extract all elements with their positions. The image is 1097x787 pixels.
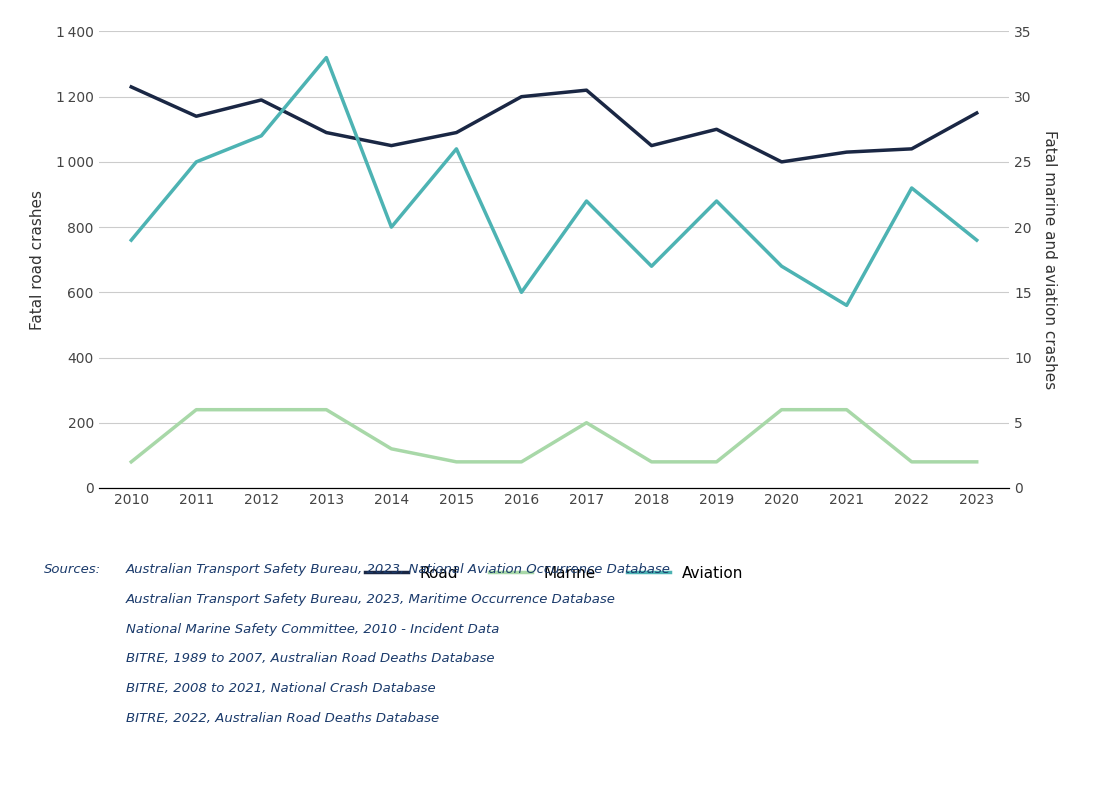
Text: BITRE, 2022, Australian Road Deaths Database: BITRE, 2022, Australian Road Deaths Data…: [126, 712, 439, 726]
Legend: Road, Marine, Aviation: Road, Marine, Aviation: [359, 560, 749, 586]
Text: National Marine Safety Committee, 2010 - Incident Data: National Marine Safety Committee, 2010 -…: [126, 623, 499, 636]
Text: Australian Transport Safety Bureau, 2023, Maritime Occurrence Database: Australian Transport Safety Bureau, 2023…: [126, 593, 617, 606]
Y-axis label: Fatal road crashes: Fatal road crashes: [30, 190, 45, 330]
Text: Sources:: Sources:: [44, 563, 101, 576]
Text: Australian Transport Safety Bureau, 2023, National Aviation Occurrence Database: Australian Transport Safety Bureau, 2023…: [126, 563, 671, 576]
Text: BITRE, 2008 to 2021, National Crash Database: BITRE, 2008 to 2021, National Crash Data…: [126, 682, 436, 696]
Text: BITRE, 1989 to 2007, Australian Road Deaths Database: BITRE, 1989 to 2007, Australian Road Dea…: [126, 652, 495, 666]
Y-axis label: Fatal marine and aviation crashes: Fatal marine and aviation crashes: [1042, 130, 1056, 390]
